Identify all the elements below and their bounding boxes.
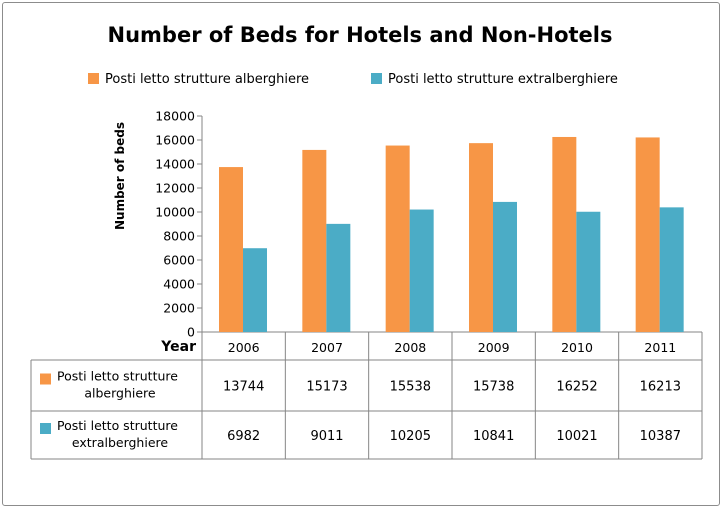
table-cell: 15738 — [473, 380, 514, 395]
table-cell: 10841 — [473, 429, 514, 444]
x-axis-label: Year — [160, 339, 196, 355]
legend-swatch-1 — [88, 73, 99, 84]
y-tick-label: 6000 — [163, 253, 195, 268]
bar-alberghiere-2006 — [219, 167, 243, 332]
y-axis-label: Number of beds — [113, 122, 127, 230]
table-cell: 10205 — [390, 429, 431, 444]
bar-alberghiere-2008 — [385, 145, 410, 332]
y-tick-label: 8000 — [163, 229, 195, 244]
table-cell: 10021 — [556, 429, 597, 444]
bar-alberghiere-2009 — [469, 143, 493, 332]
legend-swatch-2 — [371, 73, 382, 84]
table-cell: 13744 — [223, 380, 264, 395]
bar-extralberghiere-2007 — [326, 223, 351, 332]
chart-title: Number of Beds for Hotels and Non-Hotels — [108, 23, 613, 47]
bar-alberghiere-2010 — [552, 136, 577, 332]
bars — [219, 136, 684, 332]
y-tick-label: 2000 — [163, 301, 195, 316]
table-row-label: alberghiere — [84, 386, 156, 401]
table-row-label: Posti letto strutture — [57, 418, 178, 433]
table-row-swatch-1 — [40, 373, 51, 385]
bar-alberghiere-2011 — [635, 137, 660, 332]
x-tick-label: 2007 — [311, 340, 343, 355]
table-cell: 15538 — [390, 380, 431, 395]
legend-label-1: Posti letto strutture alberghiere — [105, 72, 309, 87]
y-tick-label: 14000 — [155, 157, 195, 172]
table-row-label: Posti letto strutture — [57, 369, 178, 384]
table-row-label: extralberghiere — [72, 435, 168, 450]
table-cell: 9011 — [310, 429, 343, 444]
bar-extralberghiere-2008 — [409, 209, 434, 332]
bar-extralberghiere-2009 — [493, 201, 517, 332]
x-tick-label: 2010 — [561, 340, 593, 355]
table-row-swatch-2 — [40, 423, 51, 434]
y-tick-label: 18000 — [155, 109, 195, 124]
x-tick-label: 2009 — [478, 340, 510, 355]
y-tick-label: 10000 — [155, 205, 195, 220]
x-tick-label: 2011 — [644, 340, 676, 355]
x-tick-label: 2006 — [228, 340, 260, 355]
y-tick-label: 12000 — [155, 181, 195, 196]
table-cell: 15173 — [306, 380, 347, 395]
table-cell: 16213 — [640, 380, 681, 395]
y-tick-label: 0 — [187, 325, 195, 340]
table-cell: 10387 — [640, 429, 681, 444]
y-tick-label: 4000 — [163, 277, 195, 292]
bar-extralberghiere-2011 — [659, 207, 684, 332]
y-tick-label: 16000 — [155, 133, 195, 148]
bar-extralberghiere-2010 — [576, 211, 601, 332]
legend-label-2: Posti letto strutture extralberghiere — [388, 72, 618, 87]
bar-extralberghiere-2006 — [243, 248, 267, 332]
legend: Posti letto strutture alberghiere Posti l… — [88, 72, 618, 87]
bar-alberghiere-2007 — [302, 149, 327, 332]
x-tick-label: 2008 — [394, 340, 426, 355]
data-table: 2006 2007 2008 2009 2010 2011 Posti letto stru… — [30, 332, 703, 460]
table-cell: 6982 — [227, 429, 260, 444]
table-cell: 16252 — [556, 380, 597, 395]
y-axis: 0 2000 4000 6000 8000 10000 12000 14000 16000 180… — [155, 109, 702, 340]
